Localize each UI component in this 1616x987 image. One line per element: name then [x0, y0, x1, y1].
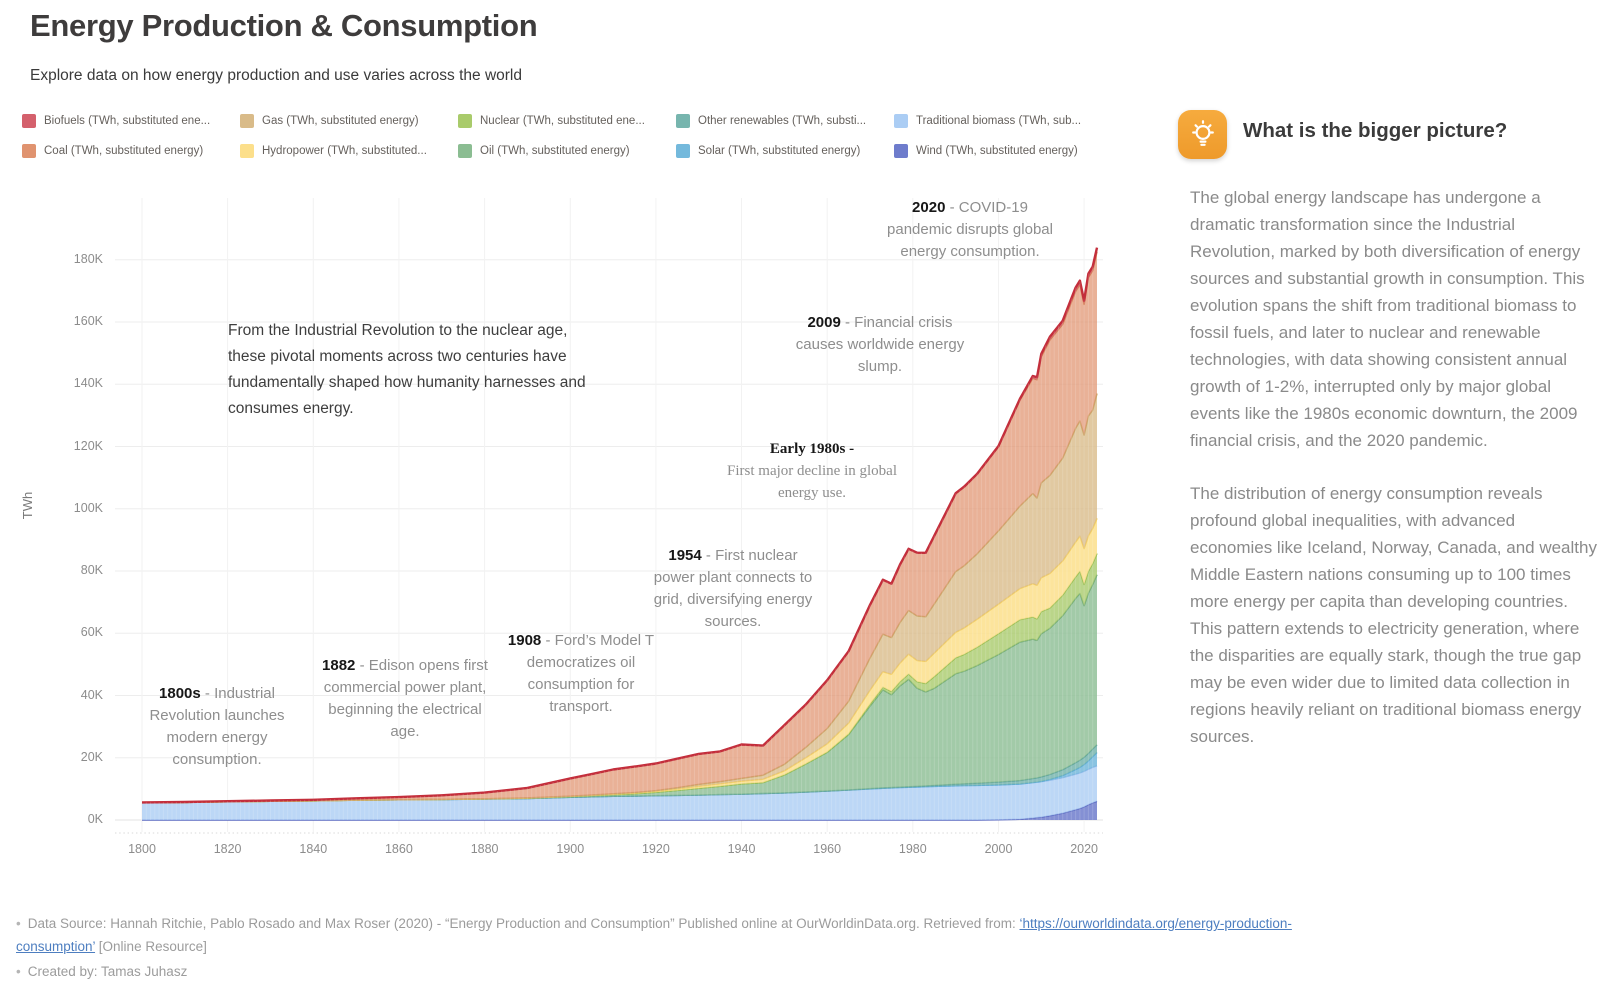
y-tick-label: 0K [87, 812, 103, 826]
annotation-1908: 1908 - Ford’s Model T democratizes oil c… [507, 632, 655, 715]
annotation-1882: 1882 - Edison opens first commercial pow… [322, 657, 488, 740]
x-tick-label: 1960 [813, 842, 842, 856]
chart-legend: Biofuels (TWh, substituted ene... Coal (T… [22, 106, 1112, 166]
bullet-icon: • [16, 916, 21, 931]
legend-swatch [22, 114, 36, 128]
annotation-2009: 2009 - Financial crisis causes worldwide… [795, 314, 965, 375]
legend-item-biofuels[interactable]: Biofuels (TWh, substituted ene... [22, 106, 240, 136]
legend-label: Coal (TWh, substituted energy) [44, 145, 204, 157]
legend-label: Gas (TWh, substituted energy) [262, 115, 419, 127]
x-tick-label: 2020 [1070, 842, 1098, 856]
legend-swatch [240, 114, 254, 128]
annotation-2020: 2020 - COVID-19 pandemic disrupts global… [887, 199, 1053, 260]
chart-intro-annotation: From the Industrial Revolution to the nu… [228, 322, 586, 417]
legend-item-nuclear[interactable]: Nuclear (TWh, substituted ene... [458, 106, 676, 136]
annotation-early-1980s: Early 1980s - First major decline in glo… [727, 441, 897, 501]
x-tick-label: 1860 [384, 842, 413, 856]
bullet-icon: • [16, 964, 21, 979]
y-tick-label: 80K [80, 563, 103, 577]
side-panel-paragraph-1: The global energy landscape has undergon… [1190, 188, 1585, 450]
energy-area-chart[interactable] [115, 192, 1107, 844]
y-tick-label: 40K [80, 687, 103, 702]
legend-swatch [676, 114, 690, 128]
legend-swatch [22, 144, 36, 158]
side-panel-body: The global energy landscape has undergon… [1190, 184, 1598, 776]
legend-item-solar[interactable]: Solar (TWh, substituted energy) [676, 136, 894, 166]
y-tick-label: 100K [73, 500, 103, 515]
legend-label: Nuclear (TWh, substituted ene... [480, 115, 645, 127]
x-tick-label: 1840 [299, 842, 328, 856]
legend-item-coal[interactable]: Coal (TWh, substituted energy) [22, 136, 240, 166]
data-source-text: Data Source: Hannah Ritchie, Pablo Rosad… [27, 916, 1020, 931]
legend-label: Wind (TWh, substituted energy) [916, 145, 1078, 157]
side-panel-paragraph-2: The distribution of energy consumption r… [1190, 484, 1597, 746]
legend-swatch [458, 144, 472, 158]
lightbulb-icon [1178, 110, 1227, 159]
page-subtitle: Explore data on how energy production an… [30, 67, 522, 84]
y-tick-label: 180K [73, 251, 103, 266]
y-tick-label: 160K [73, 314, 103, 328]
footer: • Data Source: Hannah Ritchie, Pablo Rosa… [16, 912, 1361, 983]
page-title: Energy Production & Consumption [30, 8, 538, 43]
legend-label: Solar (TWh, substituted energy) [698, 145, 861, 157]
legend-item-hydropower[interactable]: Hydropower (TWh, substituted... [240, 136, 458, 166]
annotation-1954: 1954 - First nuclear power plant connect… [653, 547, 813, 630]
x-tick-label: 1800 [128, 842, 156, 856]
legend-label: Other renewables (TWh, substi... [698, 115, 867, 127]
legend-swatch [894, 114, 908, 128]
x-tick-label: 1820 [213, 842, 242, 856]
y-tick-label: 20K [80, 749, 103, 764]
x-tick-label: 1980 [898, 842, 927, 856]
x-tick-label: 1940 [727, 842, 756, 856]
x-tick-label: 1920 [641, 842, 670, 856]
legend-swatch [894, 144, 908, 158]
legend-item-wind[interactable]: Wind (TWh, substituted energy) [894, 136, 1112, 166]
created-by-text: Created by: Tamas Juhasz [27, 964, 188, 979]
legend-item-traditional-biomass[interactable]: Traditional biomass (TWh, sub... [894, 106, 1112, 136]
legend-label: Oil (TWh, substituted energy) [480, 145, 630, 157]
y-tick-label: 140K [73, 376, 103, 391]
legend-swatch [676, 144, 690, 158]
legend-swatch [240, 144, 254, 158]
legend-label: Biofuels (TWh, substituted ene... [44, 115, 211, 127]
data-source-line: • Data Source: Hannah Ritchie, Pablo Rosa… [16, 912, 1361, 958]
legend-label: Hydropower (TWh, substituted... [262, 145, 427, 157]
legend-item-other-renewables[interactable]: Other renewables (TWh, substi... [676, 106, 894, 136]
side-panel-heading: What is the bigger picture? [1243, 119, 1508, 142]
data-source-link[interactable]: ‘https://ourworldindata.org/energy-produ… [16, 916, 1292, 954]
y-tick-label: 120K [73, 438, 103, 453]
x-tick-label: 1900 [556, 842, 585, 856]
created-by-line: • Created by: Tamas Juhasz [16, 960, 1361, 983]
annotation-1800s: 1800s - Industrial Revolution launches m… [149, 685, 285, 768]
x-tick-label: 1880 [470, 842, 499, 856]
legend-label: Traditional biomass (TWh, sub... [916, 115, 1082, 127]
y-tick-label: 60K [80, 625, 103, 640]
legend-item-gas[interactable]: Gas (TWh, substituted energy) [240, 106, 458, 136]
legend-item-oil[interactable]: Oil (TWh, substituted energy) [458, 136, 676, 166]
data-source-suffix: [Online Resource] [95, 939, 207, 954]
legend-swatch [458, 114, 472, 128]
x-tick-label: 2000 [984, 842, 1013, 856]
